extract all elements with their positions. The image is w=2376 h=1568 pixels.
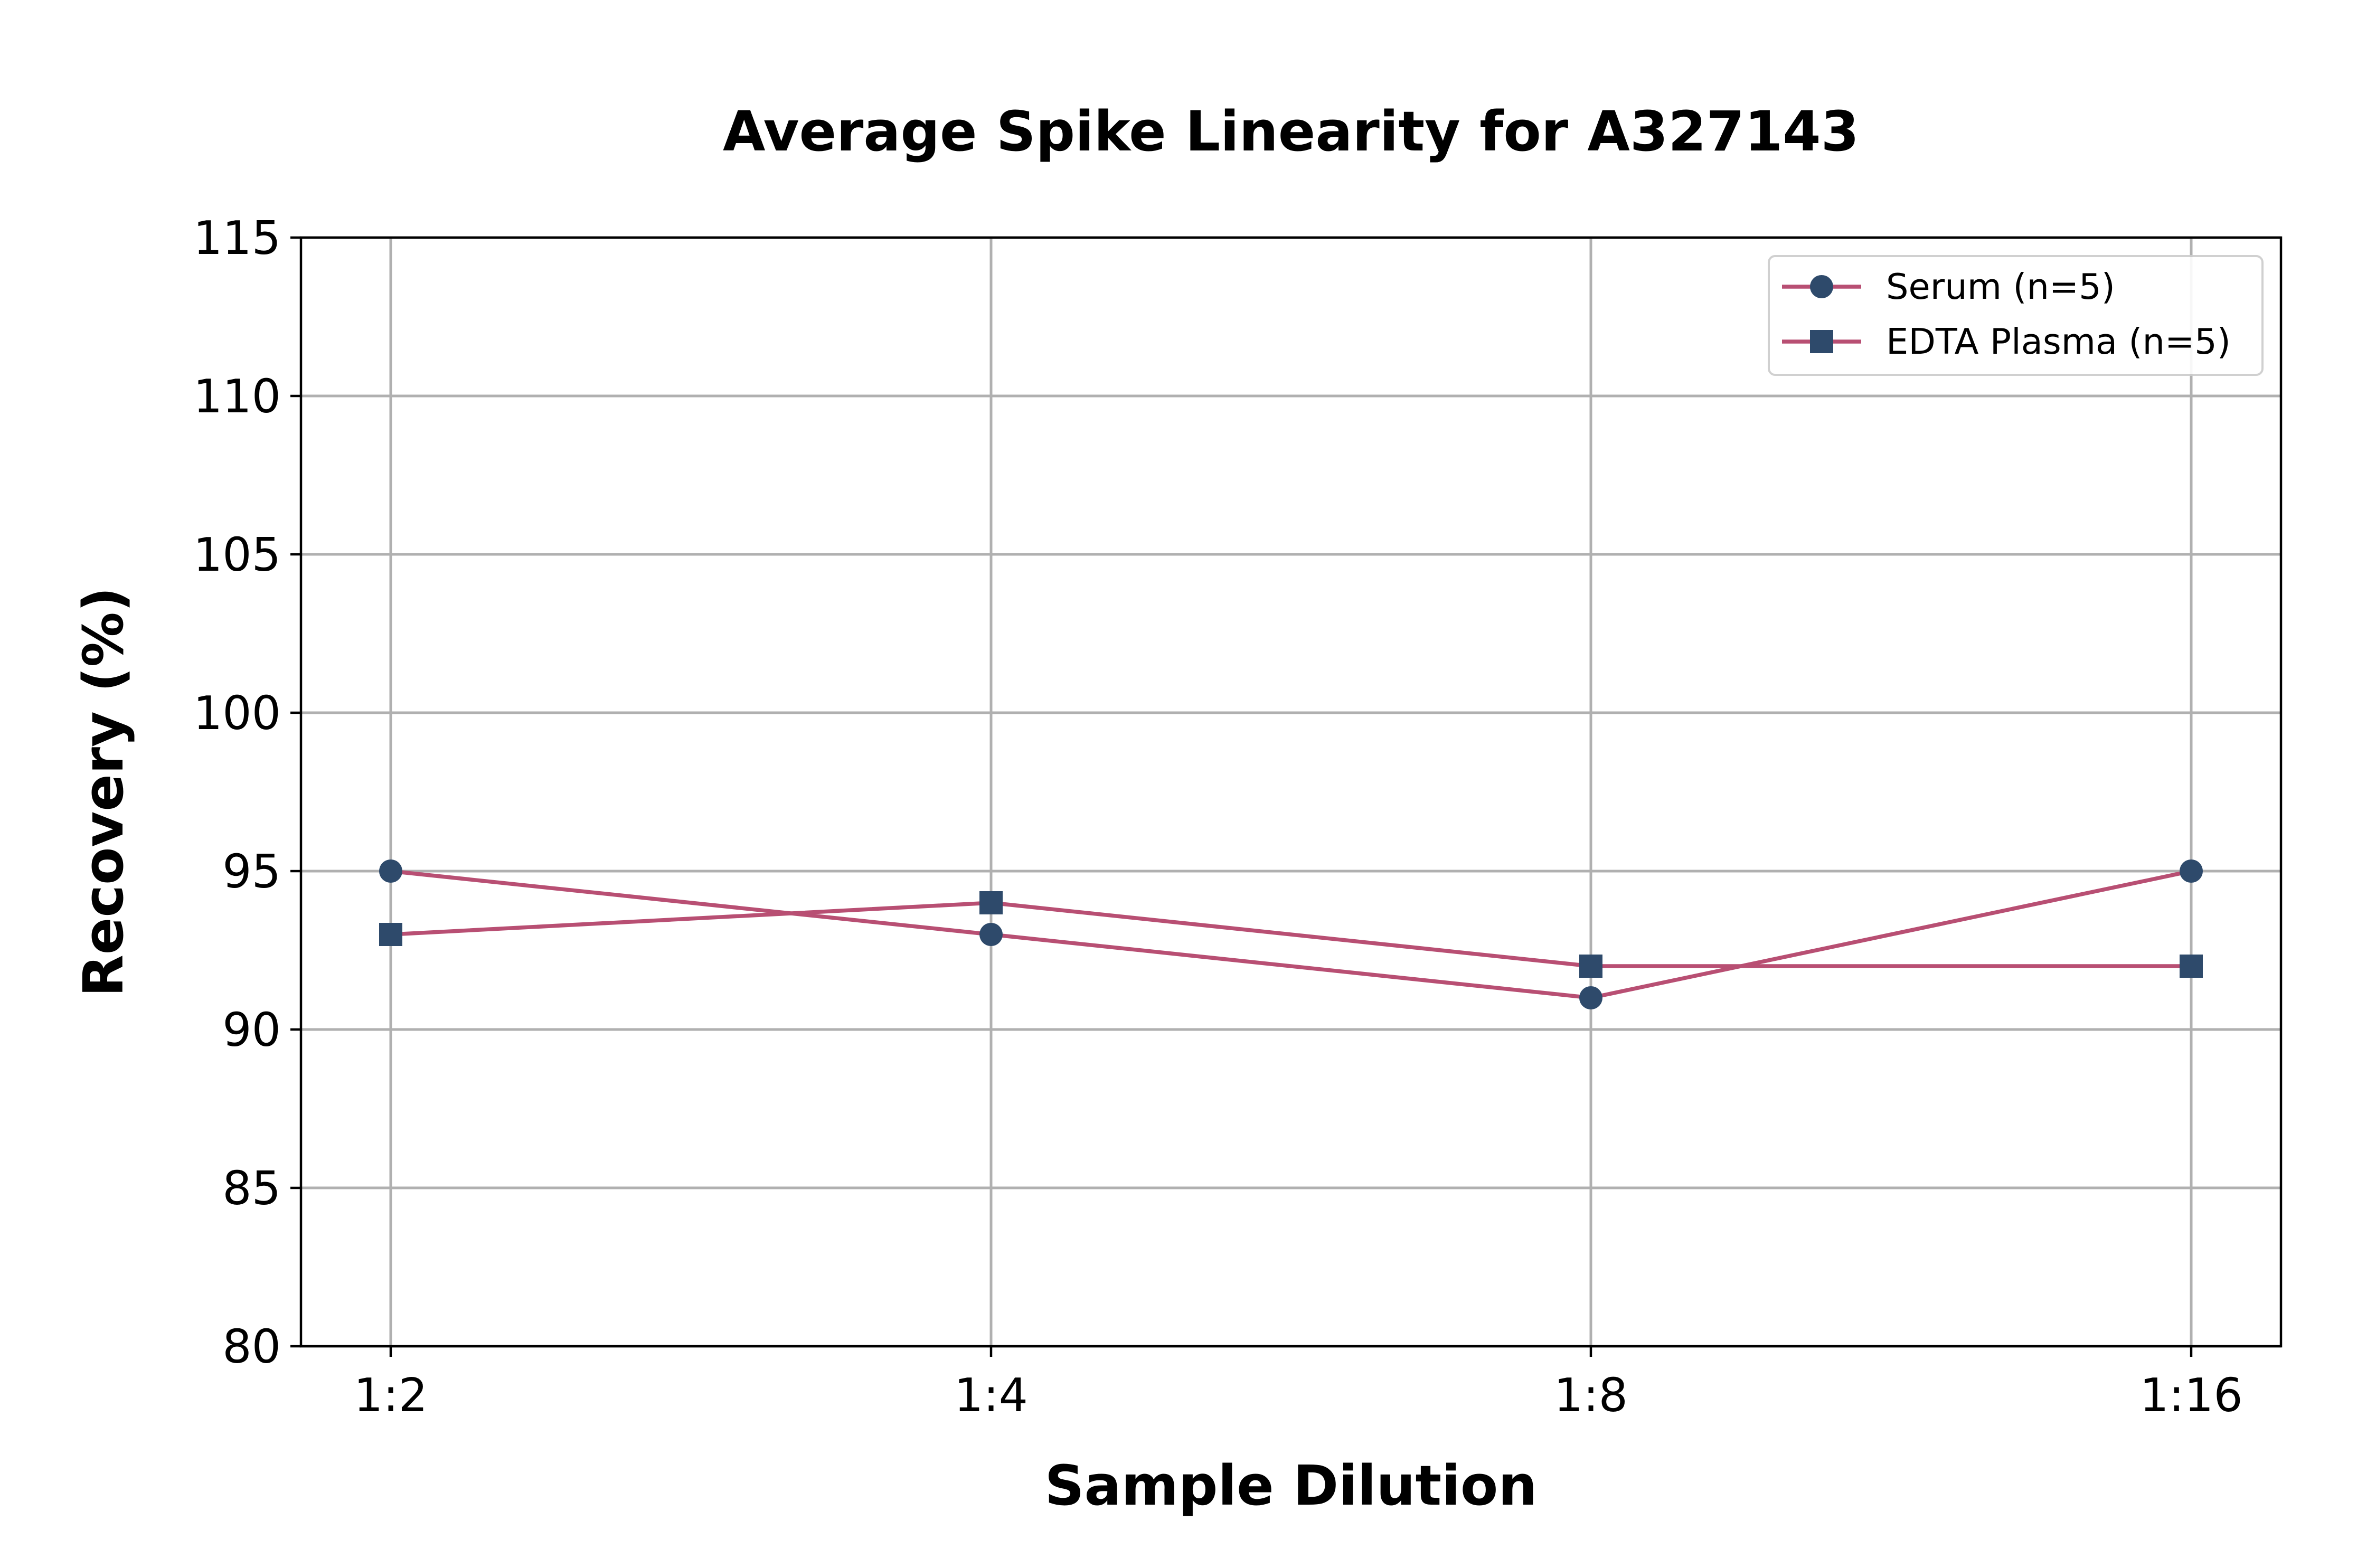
axes-ticks: 80 85 90 95 100 105 110 115 1:2 1:4 1:8 1:16 xyxy=(193,211,2243,1422)
data-point xyxy=(1579,986,1602,1009)
plot-frame xyxy=(299,236,2283,1348)
series-line xyxy=(390,869,2192,1000)
x-tick-label: 1:8 xyxy=(1554,1368,1628,1422)
x-tick-label: 1:4 xyxy=(954,1368,1028,1422)
y-axis-label: Recovery (%) xyxy=(71,587,136,997)
series-layer xyxy=(379,859,2203,1009)
data-point xyxy=(2180,955,2203,978)
chart-title: Average Spike Linearity for A327143 xyxy=(723,99,1859,164)
data-point xyxy=(1579,955,1602,978)
legend-marker-square xyxy=(1810,330,1833,353)
legend-marker-circle xyxy=(1810,275,1833,298)
y-tick-label: 115 xyxy=(193,211,281,265)
grid xyxy=(301,236,2281,1348)
data-point xyxy=(979,923,1003,946)
y-tick-label: 85 xyxy=(222,1161,281,1215)
y-tick-label: 110 xyxy=(193,370,281,423)
x-tick-label: 1:16 xyxy=(2139,1368,2242,1422)
y-tick-label: 95 xyxy=(222,845,281,899)
x-axis-label: Sample Dilution xyxy=(1045,1453,1538,1518)
x-tick-label: 1:2 xyxy=(354,1368,428,1422)
data-point xyxy=(2180,859,2203,883)
y-tick-label: 100 xyxy=(193,686,281,740)
y-tick-label: 105 xyxy=(193,528,281,582)
legend-entry-edta-plasma: EDTA Plasma (n=5) xyxy=(1782,321,2231,362)
series-serum xyxy=(379,859,2203,1009)
series-edta-plasma xyxy=(379,891,2203,978)
legend: Serum (n=5) EDTA Plasma (n=5) xyxy=(1768,255,2264,376)
data-point xyxy=(379,859,402,883)
legend-label-edta-plasma: EDTA Plasma (n=5) xyxy=(1886,321,2231,362)
data-point xyxy=(379,923,402,946)
y-tick-label: 80 xyxy=(222,1320,281,1374)
legend-label-serum: Serum (n=5) xyxy=(1886,266,2115,307)
legend-box xyxy=(1768,255,2264,376)
series-line xyxy=(390,901,2191,968)
legend-entry-serum: Serum (n=5) xyxy=(1782,266,2115,307)
y-tick-label: 90 xyxy=(222,1003,281,1057)
data-point xyxy=(979,891,1003,914)
